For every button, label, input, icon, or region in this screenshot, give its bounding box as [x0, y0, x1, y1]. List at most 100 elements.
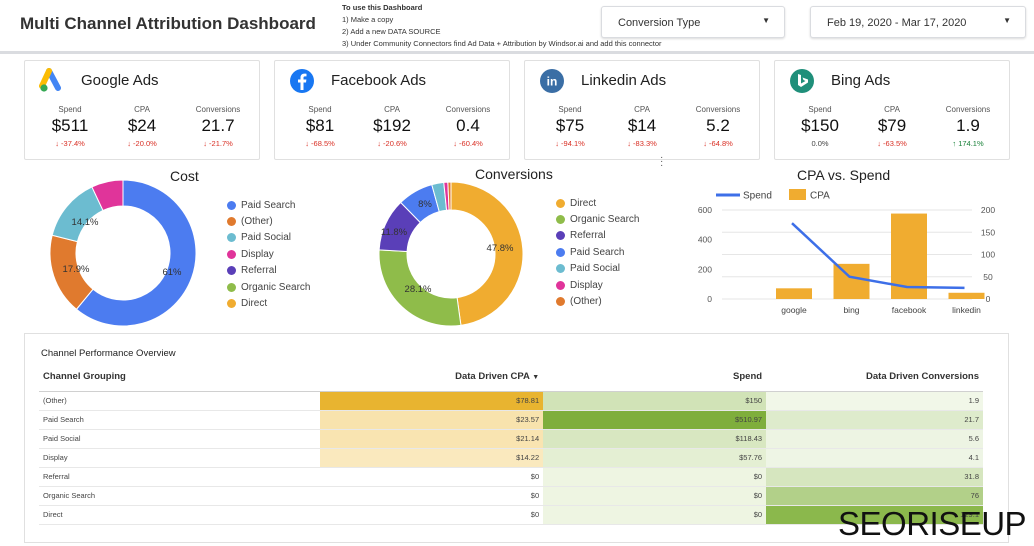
instruction-step: 2) Add a new DATA SOURCE	[342, 27, 441, 36]
legend-item[interactable]: Referral	[227, 263, 310, 279]
conversion-type-label: Conversion Type	[618, 17, 701, 29]
table-row[interactable]: Display $14.22 $57.76 4.1	[39, 448, 983, 468]
cell-conversions: 31.8	[766, 467, 983, 487]
channel-card-facebook-ads: Facebook Ads Spend $81 ↓ -68.5% CPA $192 ↓ -20…	[274, 60, 510, 160]
table-row[interactable]: Referral $0 $0 31.8	[39, 467, 983, 487]
column-header-channel[interactable]: Channel Grouping	[39, 363, 321, 392]
legend-item[interactable]: Display	[227, 246, 310, 262]
cell-channel: Paid Social	[39, 429, 321, 449]
legend-item[interactable]: Direct	[556, 195, 639, 211]
donut-slice-direct[interactable]	[450, 181, 524, 326]
arrow-down-icon: ↓	[877, 139, 881, 148]
donut-slice-other[interactable]	[447, 181, 452, 211]
caret-down-icon: ▼	[762, 16, 770, 25]
metric-delta: ↓ -20.0%	[107, 139, 177, 148]
table-header-row: Channel Grouping Data Driven CPA ▼ Spend…	[39, 363, 983, 392]
metric-delta: ↓ -94.1%	[535, 139, 605, 148]
slice-label: 11.8%	[381, 227, 408, 238]
spend-line[interactable]	[791, 222, 965, 290]
legend-swatch	[227, 200, 236, 210]
donut-slice-paid-search[interactable]	[75, 179, 197, 327]
cell-channel: Organic Search	[39, 486, 321, 506]
right-axis-tick-label: 150	[981, 227, 995, 237]
date-range-dropdown[interactable]: Feb 19, 2020 - Mar 17, 2020 ▼	[810, 6, 1026, 38]
legend-item[interactable]: Paid Social	[556, 261, 639, 277]
metric-label: Spend	[308, 105, 332, 114]
x-axis-tick-label: facebook	[892, 305, 927, 315]
metric-label: CPA	[384, 105, 400, 114]
legend-label: Display	[241, 248, 274, 260]
metric-cpa: CPA $192 ↓ -20.6%	[357, 105, 427, 148]
arrow-down-icon: ↓	[127, 139, 131, 148]
right-axis-tick-label: 200	[981, 205, 995, 215]
metric-delta: ↓ -63.5%	[857, 139, 927, 148]
legend-swatch	[556, 231, 565, 241]
conversions-chart-title: Conversions	[475, 166, 553, 182]
legend-item[interactable]: (Other)	[227, 213, 310, 229]
legend-swatch	[556, 280, 565, 290]
cell-spend: $118.43	[543, 429, 767, 449]
conversion-type-dropdown[interactable]: Conversion Type ▼	[601, 6, 785, 38]
legend-item[interactable]: (Other)	[556, 293, 639, 309]
metric-conversions: Conversions 0.4 ↓ -60.4%	[433, 105, 503, 148]
legend-item[interactable]: Paid Search	[556, 244, 639, 260]
arrow-down-icon: ↓	[203, 139, 207, 148]
column-header-cpa[interactable]: Data Driven CPA ▼	[320, 363, 544, 392]
slice-label: 28.1%	[405, 284, 432, 295]
legend-label: (Other)	[241, 216, 273, 228]
metric-delta-value: -20.0%	[133, 139, 157, 148]
arrow-up-icon: ↑	[952, 139, 957, 148]
table-row[interactable]: Organic Search $0 $0 76	[39, 486, 983, 506]
column-header-conversions[interactable]: Data Driven Conversions	[766, 363, 983, 392]
cpa-bar-bing[interactable]	[833, 263, 870, 299]
legend-item[interactable]: Display	[556, 277, 639, 293]
table-row[interactable]: Direct $0 $0 129.1	[39, 505, 983, 525]
table-row[interactable]: Paid Search $23.57 $510.97 21.7	[39, 410, 983, 430]
cell-conversions: 1.9	[766, 391, 983, 411]
arrow-down-icon: ↓	[627, 139, 631, 148]
metric-delta-value: -60.4%	[459, 139, 483, 148]
metric-label: CPA	[884, 105, 900, 114]
slice-label: 14.1%	[72, 217, 99, 228]
legend-item[interactable]: Organic Search	[556, 211, 639, 227]
metric-spend: Spend $81 ↓ -68.5%	[285, 105, 355, 148]
cpa-bar-google[interactable]	[776, 288, 812, 299]
cell-conversions: 5.6	[766, 429, 983, 449]
legend-label: Paid Social	[241, 232, 292, 244]
legend-swatch-cpa	[789, 189, 806, 200]
cell-cpa: $0	[320, 467, 544, 487]
metric-delta-value: -83.3%	[633, 139, 657, 148]
table-row[interactable]: (Other) $78.81 $150 1.9	[39, 391, 983, 411]
cpa-bar-linkedin[interactable]	[948, 292, 985, 299]
cell-cpa: $78.81	[320, 391, 544, 411]
metric-label: Spend	[558, 105, 582, 114]
legend-item[interactable]: Paid Search	[227, 197, 310, 213]
metric-cpa: CPA $24 ↓ -20.0%	[107, 105, 177, 148]
left-axis-tick-label: 200	[698, 264, 712, 274]
metric-cpa: CPA $79 ↓ -63.5%	[857, 105, 927, 148]
more-options-icon[interactable]: · · ·	[660, 152, 664, 171]
conversions-donut-chart: 47.8% 28.1% 11.8% 8%	[378, 181, 524, 327]
column-header-spend[interactable]: Spend	[543, 363, 767, 392]
legend-item[interactable]: Direct	[227, 295, 310, 311]
metric-label: CPA	[134, 105, 150, 114]
legend-label-cpa: CPA	[810, 191, 830, 202]
legend-swatch	[227, 266, 236, 276]
right-axis-tick-label: 100	[981, 250, 995, 260]
legend-item[interactable]: Paid Social	[227, 230, 310, 246]
legend-swatch	[556, 198, 565, 208]
legend-item[interactable]: Organic Search	[227, 279, 310, 295]
legend-item[interactable]: Referral	[556, 228, 639, 244]
metric-conversions: Conversions 5.2 ↓ -64.8%	[683, 105, 753, 148]
donut-slice-display[interactable]	[91, 179, 124, 212]
metric-delta: ↑ 174.1%	[933, 139, 1003, 148]
metric-label: Conversions	[695, 105, 741, 114]
cell-channel: Direct	[39, 505, 321, 525]
legend-label: Display	[570, 279, 603, 291]
instruction-step: 3) Under Community Connectors find Ad Da…	[342, 39, 662, 48]
caret-down-icon: ▼	[1003, 16, 1011, 25]
metric-delta-value: -68.5%	[311, 139, 335, 148]
metric-label: CPA	[634, 105, 650, 114]
table-row[interactable]: Paid Social $21.14 $118.43 5.6	[39, 429, 983, 449]
metric-value: $511	[51, 116, 89, 135]
